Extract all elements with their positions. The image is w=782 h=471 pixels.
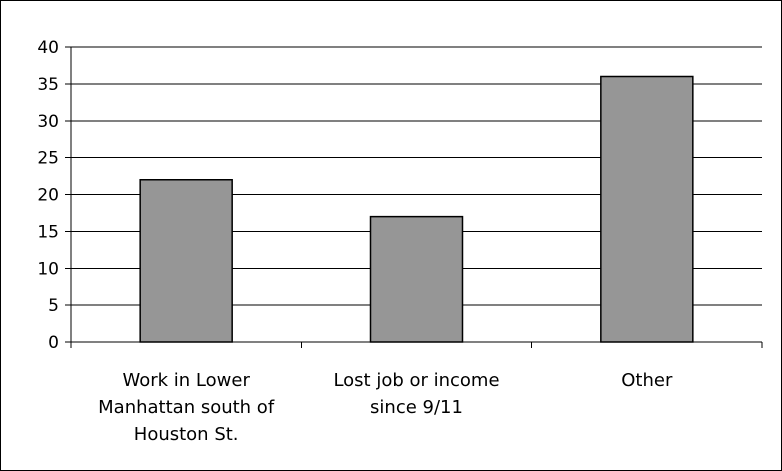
x-category-label: Work in Lower — [122, 370, 250, 391]
x-category-label: Other — [621, 370, 673, 391]
x-category-label: Houston St. — [134, 424, 239, 445]
y-tick-label: 10 — [37, 259, 59, 279]
y-tick-label: 35 — [37, 75, 59, 95]
x-category-labels: Work in Lower Manhattan south of Houston S… — [98, 370, 673, 445]
y-tick-label: 5 — [48, 296, 59, 316]
y-tick-label: 30 — [37, 112, 59, 132]
y-tick-label: 0 — [48, 333, 59, 353]
y-tick-label: 15 — [37, 222, 59, 242]
x-category-label: Lost job or income — [333, 370, 499, 391]
y-tick-label: 25 — [37, 149, 59, 169]
y-tick-labels: 0 5 10 15 20 25 30 35 40 — [37, 38, 59, 353]
bar-0 — [139, 179, 233, 343]
axes — [65, 46, 763, 348]
bar-2 — [600, 75, 694, 343]
y-tick-label: 40 — [37, 38, 59, 58]
x-category-label: since 9/11 — [370, 397, 463, 418]
bar-1 — [369, 215, 464, 343]
bars — [139, 75, 694, 343]
x-category-label: Manhattan south of — [98, 397, 275, 418]
y-tick-label: 20 — [37, 186, 59, 206]
